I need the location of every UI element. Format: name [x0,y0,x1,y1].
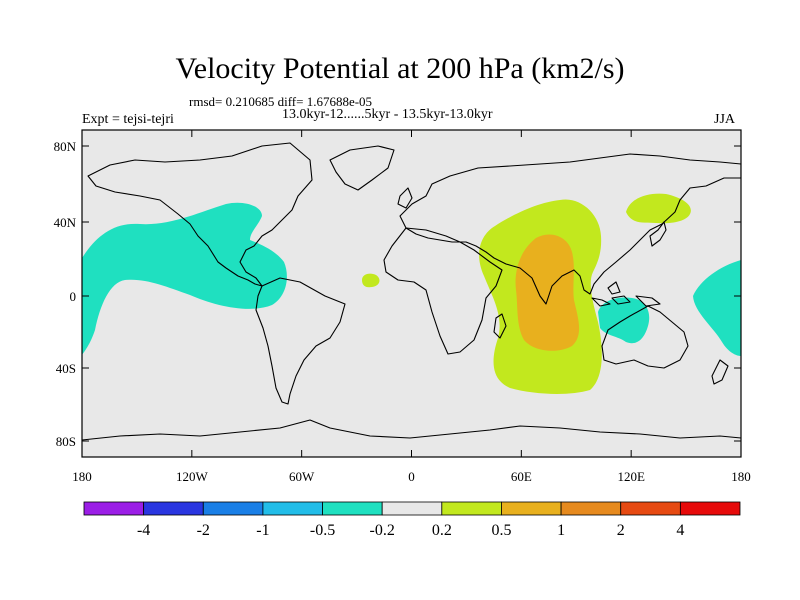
colorbar-swatch [441,501,502,516]
lat-tick-label: 40S [56,361,76,376]
colorbar-swatch [560,501,622,516]
india-core-positive-region [515,234,580,351]
colorbar-swatch [322,501,383,516]
greenland-coastline [329,145,395,191]
north-america-coastline [87,142,313,287]
lon-tick-label: 120E [617,469,645,484]
colorbar-label: -4 [137,522,150,539]
colorbar-label: 0.2 [432,522,452,539]
colorbar: -4 -2 -1 -0.5 -0.2 0.2 0.5 1 2 4 [83,501,741,539]
colorbar-label: 4 [676,522,684,539]
colorbar-label: -1 [256,522,269,539]
axis-tick-labels: 80N 40N 0 40S 80S 180 120W 60W 0 60E 120E 180 [54,139,751,484]
eurasia-coastline [399,153,741,305]
axis-ticks [81,130,742,457]
period-subtitle: 13.0kyr-12......5kyr - 13.5kyr-13.0kyr [282,107,493,122]
colorbar-label: 2 [617,522,625,539]
north-asia-positive-region [626,193,691,224]
north-pacific-negative-region [82,202,287,355]
map-background [82,130,741,457]
australia-coastline [601,305,689,369]
japan-coastline [649,221,667,247]
colorbar-swatch [262,501,323,516]
south-america-coastline [255,277,346,405]
lat-tick-label: 0 [70,289,77,304]
lon-tick-label: 0 [408,469,415,484]
lon-tick-label: 120W [176,469,209,484]
lon-tick-label: 180 [72,469,92,484]
lon-tick-label: 180 [731,469,751,484]
lon-tick-label: 60E [511,469,532,484]
uk-coastline [397,187,413,209]
antarctica-coastline [82,419,741,441]
season-label: JJA [714,112,736,127]
lon-tick-label: 60W [289,469,315,484]
colorbar-swatch [143,501,204,516]
colorbar-swatch [381,501,443,516]
colorbar-swatch [83,501,145,516]
stats-subtitle: rmsd= 0.210685 diff= 1.67688e-05 [189,94,373,109]
maritime-islands-coastline [591,281,661,307]
colorbar-label: 0.5 [491,522,511,539]
madagascar-coastline [493,313,507,339]
experiment-label: Expt = tejsi-tejri [82,112,174,127]
colorbar-swatch [202,501,264,516]
colorbar-label: 1 [557,522,565,539]
atlantic-positive-region [362,273,380,288]
chart-title: Velocity Potential at 200 hPa (km2/s) [175,52,625,85]
colorbar-swatch [501,501,562,516]
colorbar-swatch [620,501,681,516]
lat-tick-label: 40N [54,215,77,230]
colorbar-label: -0.5 [310,522,335,539]
lat-tick-label: 80S [56,434,76,449]
colorbar-swatch [679,501,741,516]
colorbar-label: -0.2 [370,522,395,539]
coastlines [82,142,741,441]
lat-tick-label: 80N [54,139,77,154]
africa-coastline [383,227,503,355]
colorbar-label: -2 [197,522,210,539]
east-pacific-negative-region [693,260,741,356]
new-zealand-coastline [711,359,729,385]
